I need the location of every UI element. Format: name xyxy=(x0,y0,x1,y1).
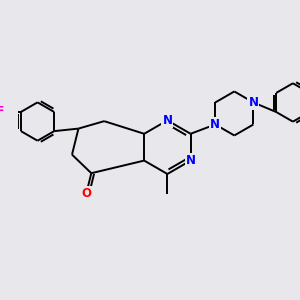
Text: N: N xyxy=(248,96,258,109)
Text: N: N xyxy=(162,114,172,127)
Text: F: F xyxy=(0,105,4,119)
Text: O: O xyxy=(81,187,91,200)
Text: N: N xyxy=(210,118,220,131)
Text: N: N xyxy=(186,154,196,167)
